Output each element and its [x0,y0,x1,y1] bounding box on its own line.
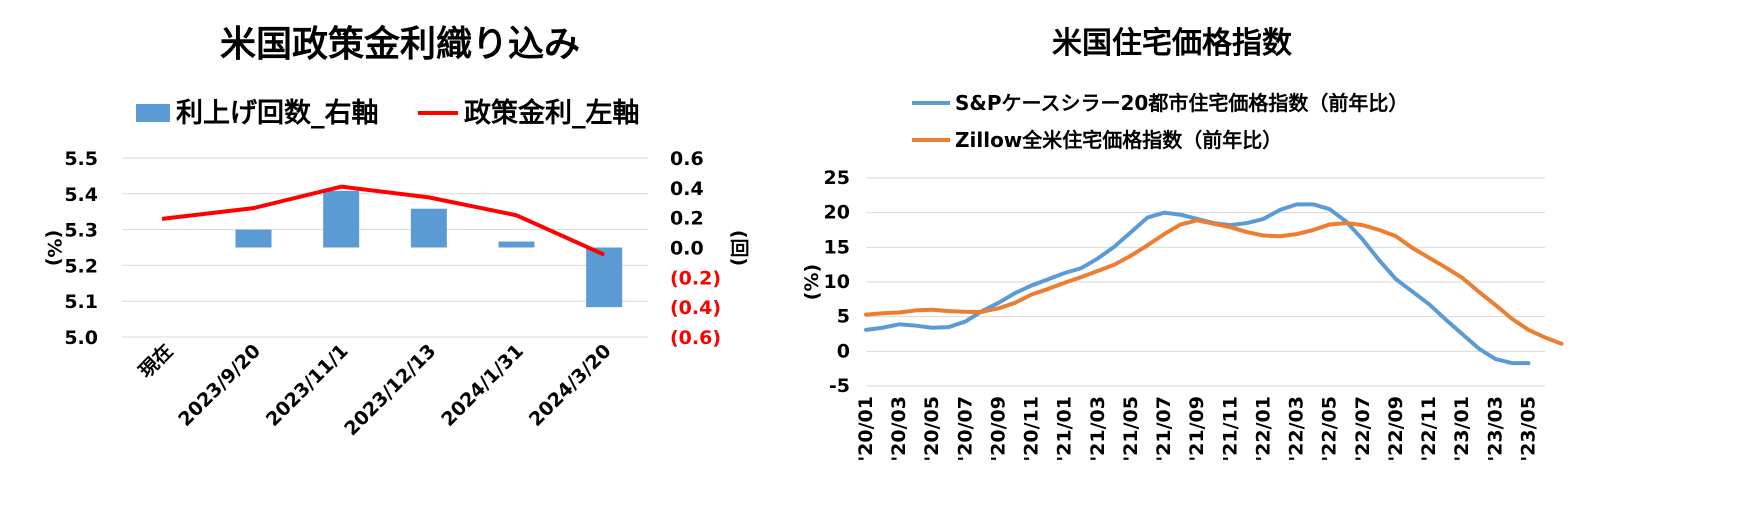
x-tick-label: '20/05 [921,396,943,462]
x-tick-label: '20/11 [1021,396,1043,462]
x-tick-label: '22/09 [1385,396,1407,462]
x-tick-label: 2023/12/13 [340,340,440,440]
y-tick-label-left: 5.0 [64,327,98,349]
chart-title: 米国住宅価格指数 [1052,26,1293,61]
x-tick-label: 2023/11/1 [262,340,353,431]
legend-label: 利上げ回数_右軸 [176,98,379,129]
y-tick-label-left: 5.1 [64,291,98,313]
bar-rate-hikes [586,247,623,308]
y-tick-label-right: (0.6) [670,327,721,349]
y-axis-label-left: (%) [43,230,65,266]
bar-rate-hikes [235,229,272,248]
x-tick-label: 2023/9/20 [174,340,265,431]
y-axis-label-right: (回) [728,230,750,266]
x-tick-label: '21/11 [1219,396,1241,462]
x-tick-label: '20/03 [888,396,910,462]
y-tick-label-left: 5.3 [64,220,98,242]
chart-title: 米国政策金利織り込み [220,23,580,65]
x-tick-label: '20/09 [987,396,1009,462]
x-tick-label: '22/05 [1319,396,1341,462]
y-tick-label-right: (0.2) [670,267,721,289]
bar-rate-hikes [410,208,447,248]
y-tick-label-left: 5.4 [64,184,98,206]
legend-label: Zillow全米住宅価格指数（前年比） [955,128,1282,152]
y-tick-label: -5 [829,375,850,397]
bar-rate-hikes [323,190,360,248]
legend-swatch-bars [136,104,170,122]
x-tick-label: 2024/1/31 [437,340,528,431]
y-tick-label: 20 [824,202,850,224]
y-tick-label-right: 0.4 [670,178,704,200]
x-tick-label: 現在 [134,339,177,382]
x-tick-label: '21/09 [1186,396,1208,462]
y-tick-label-right: (0.4) [670,297,721,319]
legend-label: 政策金利_左軸 [464,97,640,129]
x-tick-label: '22/01 [1252,396,1274,462]
line-policy-rate [161,184,605,257]
y-tick-label: 10 [824,271,850,293]
x-tick-label: '21/01 [1054,396,1076,462]
bar-rate-hikes [498,241,535,248]
y-tick-label-left: 5.5 [64,148,98,170]
x-tick-label: '21/05 [1120,396,1142,462]
y-tick-label: 0 [837,340,850,362]
x-tick-label: '23/03 [1484,396,1506,462]
line-zillow [864,218,1564,346]
x-tick-label: '23/05 [1517,396,1539,462]
x-tick-label: '20/07 [954,396,976,462]
x-tick-label: '23/01 [1451,396,1473,462]
housing-index-chart: 米国住宅価格指数 S&Pケースシラー20都市住宅価格指数（前年比） Zillow全米… [801,26,1564,462]
y-tick-label-right: 0.0 [670,238,704,260]
x-tick-label: '22/07 [1352,396,1374,462]
y-tick-label: 15 [824,236,850,258]
y-tick-label-right: 0.2 [670,208,704,230]
y-tick-label-right: 0.6 [670,148,704,170]
y-axis-label: (%) [801,264,823,300]
x-tick-label: '21/03 [1087,396,1109,462]
x-tick-label: '20/01 [855,396,877,462]
legend-label: S&Pケースシラー20都市住宅価格指数（前年比） [955,91,1408,115]
x-tick-label: '22/11 [1418,396,1440,462]
x-tick-label: '21/07 [1153,396,1175,462]
y-tick-label: 25 [824,167,850,189]
y-tick-label-left: 5.2 [64,255,98,277]
x-tick-label: '22/03 [1286,396,1308,462]
y-tick-label: 5 [837,306,850,328]
line-case-shiller [864,202,1531,366]
x-tick-label: 2024/3/20 [525,340,616,431]
